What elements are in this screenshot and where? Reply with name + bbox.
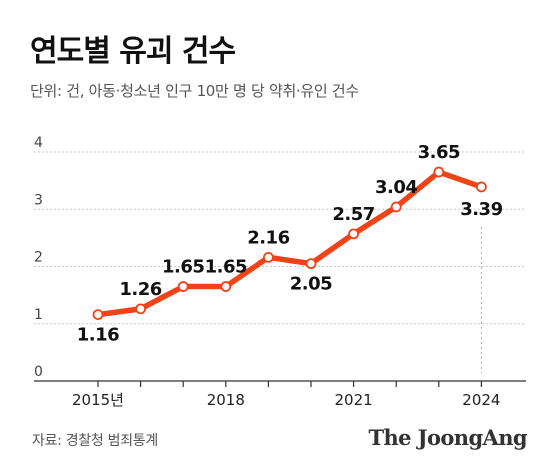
data-label: 1.26 [119,279,161,300]
y-tick-label: 2 [34,250,43,266]
chart-subtitle: 단위: 건, 아동·청소년 인구 10만 명 당 약취·유인 건수 [30,82,359,100]
data-point [475,181,487,193]
data-label: 2.57 [332,204,374,225]
data-labels: 1.161.261.65 1.652.162.052.573.043.653.39 [77,142,503,346]
data-point [135,303,147,315]
data-label: 1.16 [77,325,119,346]
data-point [177,281,189,292]
x-tick-label: 2021 [335,391,373,409]
source-note: 자료: 경찰청 범죄통계 [32,433,158,449]
y-tick-label: 1 [34,307,43,323]
series-line [95,169,485,318]
data-label: 3.65 [418,142,460,163]
x-tick-label: 2024 [462,391,500,409]
data-point [348,228,360,240]
x-axis: 2015년 2018 2021 2024 [34,380,526,409]
data-label: 1.65 [205,257,247,278]
data-points [92,166,487,320]
publisher-logo: The JoongAng [368,425,527,450]
data-point [390,201,402,213]
series-line [95,169,485,318]
chart-title: 연도별 유괴 건수 [30,34,236,69]
data-label: 2.05 [290,274,332,295]
data-point [92,309,104,320]
y-tick-label: 3 [34,192,43,208]
data-label: 1.65 [162,257,204,278]
x-tick-label: 2018 [207,391,245,409]
data-point [305,258,317,270]
grid-lines [34,151,526,325]
data-point [433,166,445,178]
data-label: 3.39 [460,199,502,220]
y-axis-ticks: 0 1 2 3 4 [34,135,43,380]
y-tick-label: 0 [34,364,43,380]
x-tick-label: 2015년 [72,391,124,409]
data-point [220,281,232,292]
data-label: 3.04 [375,177,417,198]
data-label: 2.16 [247,227,289,248]
data-point [262,251,274,263]
y-tick-label: 4 [34,135,43,151]
